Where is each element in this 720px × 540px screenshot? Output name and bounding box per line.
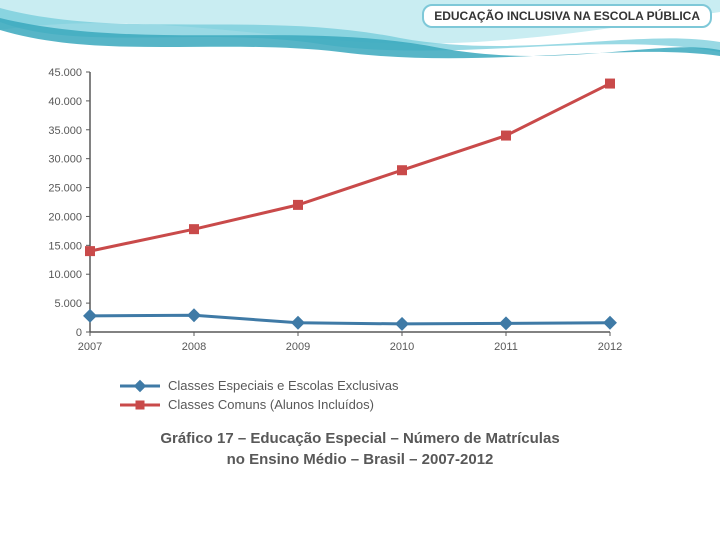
- x-tick-label: 2012: [598, 341, 622, 353]
- legend-swatch: [120, 398, 160, 412]
- series-marker-comuns: [398, 166, 407, 175]
- series-marker-exclusivas: [188, 309, 201, 322]
- series-marker-comuns: [502, 131, 511, 140]
- caption-line1: Gráfico 17 – Educação Especial – Número …: [0, 428, 720, 449]
- series-marker-exclusivas: [84, 310, 97, 323]
- legend-label: Classes Especiais e Escolas Exclusivas: [168, 378, 398, 393]
- series-marker-exclusivas: [396, 318, 409, 330]
- chart-caption: Gráfico 17 – Educação Especial – Número …: [0, 428, 720, 470]
- y-tick-label: 5.000: [54, 298, 82, 310]
- series-marker-comuns: [294, 200, 303, 209]
- legend-item-comuns: Classes Comuns (Alunos Incluídos): [120, 397, 398, 412]
- y-tick-label: 25.000: [48, 183, 82, 195]
- y-tick-label: 30.000: [48, 154, 82, 166]
- x-tick-label: 2009: [286, 341, 310, 353]
- x-tick-label: 2008: [182, 341, 206, 353]
- header-title-box: EDUCAÇÃO INCLUSIVA NA ESCOLA PÚBLICA: [422, 4, 712, 28]
- y-tick-label: 40.000: [48, 96, 82, 108]
- x-tick-label: 2010: [390, 341, 414, 353]
- y-tick-label: 20.000: [48, 211, 82, 223]
- series-marker-comuns: [606, 79, 615, 88]
- x-tick-label: 2007: [78, 341, 102, 353]
- series-marker-comuns: [86, 247, 95, 256]
- y-tick-label: 35.000: [48, 125, 82, 137]
- series-marker-comuns: [190, 225, 199, 234]
- legend-item-exclusivas: Classes Especiais e Escolas Exclusivas: [120, 378, 398, 393]
- series-marker-exclusivas: [292, 317, 305, 330]
- x-tick-label: 2011: [494, 341, 518, 353]
- chart-legend: Classes Especiais e Escolas Exclusivas Cl…: [120, 378, 398, 416]
- line-chart: 0 5.000 10.000 15.000 20.000 25.000 30.000 35.0…: [30, 62, 630, 372]
- y-tick-label: 10.000: [48, 269, 82, 281]
- y-tick-label: 15.000: [48, 240, 82, 252]
- series-line-comuns: [90, 84, 610, 252]
- series-line-exclusivas: [90, 315, 610, 324]
- series-marker-exclusivas: [604, 317, 617, 330]
- legend-swatch: [120, 379, 160, 393]
- header-title: EDUCAÇÃO INCLUSIVA NA ESCOLA PÚBLICA: [434, 9, 700, 23]
- series-marker-exclusivas: [500, 317, 513, 330]
- legend-label: Classes Comuns (Alunos Incluídos): [168, 397, 374, 412]
- y-tick-label: 45.000: [48, 67, 82, 79]
- caption-line2: no Ensino Médio – Brasil – 2007-2012: [0, 449, 720, 470]
- y-tick-label: 0: [76, 327, 82, 339]
